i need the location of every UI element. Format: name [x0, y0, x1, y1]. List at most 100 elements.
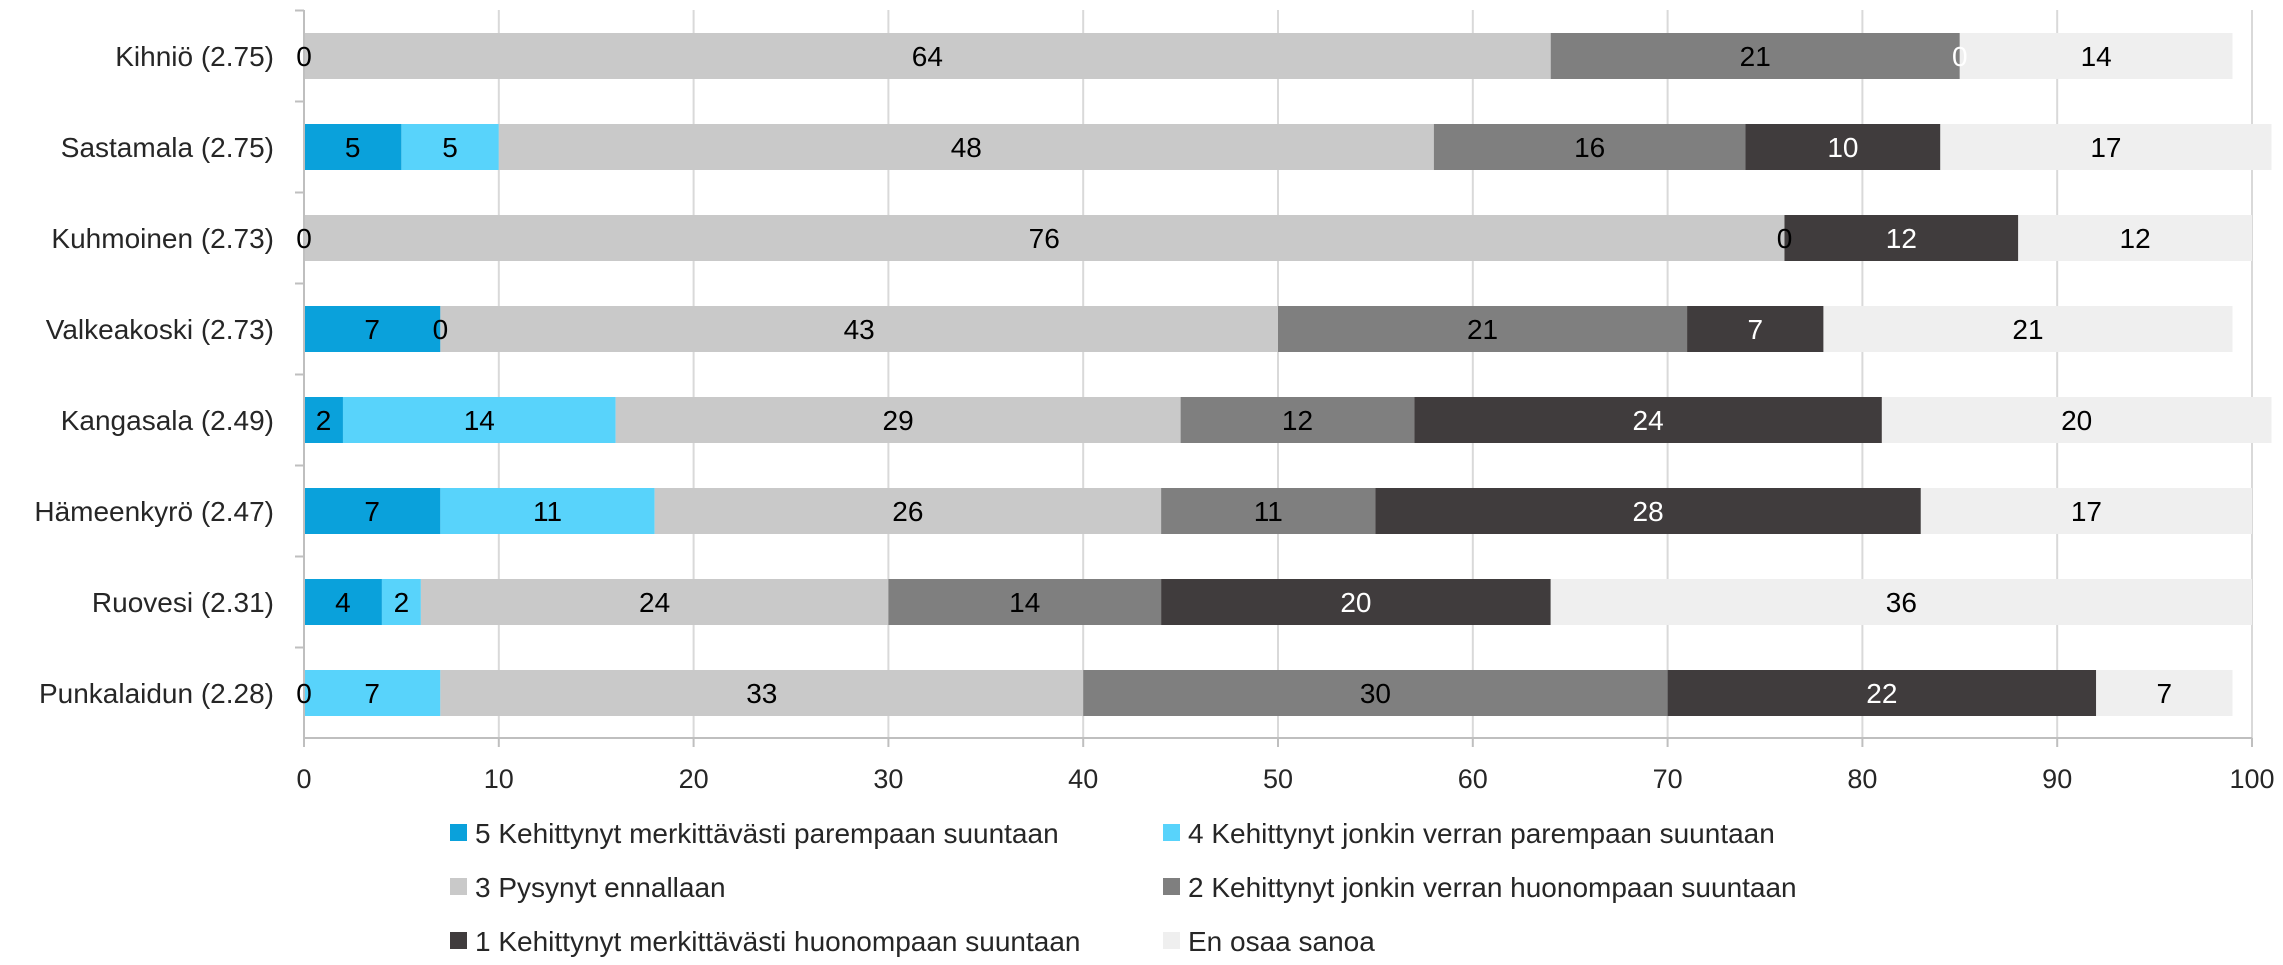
bar-segment — [1161, 488, 1376, 534]
data-label: 29 — [883, 405, 914, 436]
bar-segment — [304, 488, 441, 534]
data-label: 22 — [1866, 678, 1897, 709]
bar-segment — [304, 670, 441, 716]
bar-segment — [1550, 33, 1960, 79]
legend-swatch — [1163, 932, 1180, 949]
bar-segment — [440, 488, 655, 534]
legend-label: En osaa sanoa — [1188, 926, 1375, 957]
data-label: 7 — [2157, 678, 2173, 709]
data-label: 36 — [1886, 587, 1917, 618]
data-label: 5 — [442, 132, 458, 163]
data-label: 21 — [1467, 314, 1498, 345]
bar-segment — [888, 579, 1162, 625]
data-label: 28 — [1633, 496, 1664, 527]
data-label: 12 — [1282, 405, 1313, 436]
category-label: Ruovesi (2.31) — [92, 587, 274, 618]
legend-label: 5 Kehittynyt merkittävästi parempaan suu… — [475, 818, 1059, 849]
data-label: 7 — [364, 678, 380, 709]
x-tick-label: 20 — [679, 764, 709, 794]
bar-segment — [304, 215, 1785, 261]
legend-label: 1 Kehittynyt merkittävästi huonompaan su… — [475, 926, 1080, 957]
bar-segment — [401, 124, 499, 170]
bar-segment — [1745, 124, 1941, 170]
bar-segment — [1959, 33, 2233, 79]
x-tick-label: 30 — [873, 764, 903, 794]
legend-swatch — [1163, 878, 1180, 895]
bars — [304, 33, 2272, 716]
data-label: 14 — [464, 405, 495, 436]
data-label: 4 — [335, 587, 351, 618]
bar-segment — [1940, 124, 2272, 170]
bar-segment — [1083, 670, 1668, 716]
legend-label: 4 Kehittynyt jonkin verran parempaan suu… — [1188, 818, 1775, 849]
x-tick-label: 80 — [1847, 764, 1877, 794]
x-tick-label: 50 — [1263, 764, 1293, 794]
bar-segment — [304, 124, 402, 170]
x-tick-label: 40 — [1068, 764, 1098, 794]
bar-segment — [304, 579, 382, 625]
bar-segment — [1881, 397, 2272, 443]
data-label: 21 — [2012, 314, 2043, 345]
data-label: 33 — [746, 678, 777, 709]
data-label: 7 — [364, 496, 380, 527]
data-label: 64 — [912, 41, 943, 72]
data-label: 2 — [394, 587, 410, 618]
bar-segment — [2018, 215, 2252, 261]
x-tick-label: 0 — [296, 764, 311, 794]
legend-swatch — [1163, 824, 1180, 841]
bar-segment — [1784, 215, 2019, 261]
data-label: 21 — [1740, 41, 1771, 72]
legend-swatch — [450, 932, 467, 949]
data-label: 20 — [2061, 405, 2092, 436]
data-label: 0 — [433, 314, 449, 345]
bar-segment — [1433, 124, 1746, 170]
x-tick-label: 70 — [1653, 764, 1683, 794]
bar-segment — [1920, 488, 2252, 534]
x-tick-label: 90 — [2042, 764, 2072, 794]
legend-label: 2 Kehittynyt jonkin verran huonompaan su… — [1188, 872, 1797, 903]
data-label: 11 — [1254, 496, 1283, 527]
data-label: 7 — [1747, 314, 1763, 345]
bar-segment — [654, 488, 1162, 534]
data-label: 24 — [639, 587, 670, 618]
category-label: Hämeenkyrö (2.47) — [34, 496, 274, 527]
x-tick-label: 100 — [2229, 764, 2274, 794]
bar-segment — [304, 306, 441, 352]
bar-segment — [304, 397, 343, 443]
bar-segment — [1550, 579, 2252, 625]
data-label: 16 — [1574, 132, 1605, 163]
bar-segment — [615, 397, 1181, 443]
data-label: 26 — [892, 496, 923, 527]
x-tick-label: 10 — [484, 764, 514, 794]
data-label: 12 — [2120, 223, 2151, 254]
category-label: Kangasala (2.49) — [61, 405, 274, 436]
category-label: Valkeakoski (2.73) — [46, 314, 274, 345]
data-label: 17 — [2090, 132, 2121, 163]
bar-segment — [420, 579, 889, 625]
bar-segment — [2096, 670, 2233, 716]
data-label: 14 — [2081, 41, 2112, 72]
category-label: Sastamala (2.75) — [61, 132, 274, 163]
data-label: 12 — [1886, 223, 1917, 254]
bar-segment — [304, 33, 1551, 79]
bar-segment — [440, 306, 1278, 352]
data-label: 30 — [1360, 678, 1391, 709]
legend-swatch — [450, 878, 467, 895]
data-label: 17 — [2071, 496, 2102, 527]
legend-label: 3 Pysynyt ennallaan — [475, 872, 726, 903]
bar-segment — [498, 124, 1434, 170]
data-label: 48 — [951, 132, 982, 163]
data-label: 14 — [1009, 587, 1040, 618]
data-label: 11 — [533, 496, 562, 527]
data-label: 0 — [296, 41, 312, 72]
legend-swatch — [450, 824, 467, 841]
bar-segment — [381, 579, 421, 625]
category-label: Punkalaidun (2.28) — [39, 678, 274, 709]
data-label: 76 — [1029, 223, 1060, 254]
bar-segment — [1180, 397, 1415, 443]
data-labels: 0 64 21 0 145 5 48 16 10 170 76 0 12 127 0 43 21 7 212 14 29… — [296, 41, 2172, 709]
bar-segment — [440, 670, 1084, 716]
bar-segment — [342, 397, 616, 443]
